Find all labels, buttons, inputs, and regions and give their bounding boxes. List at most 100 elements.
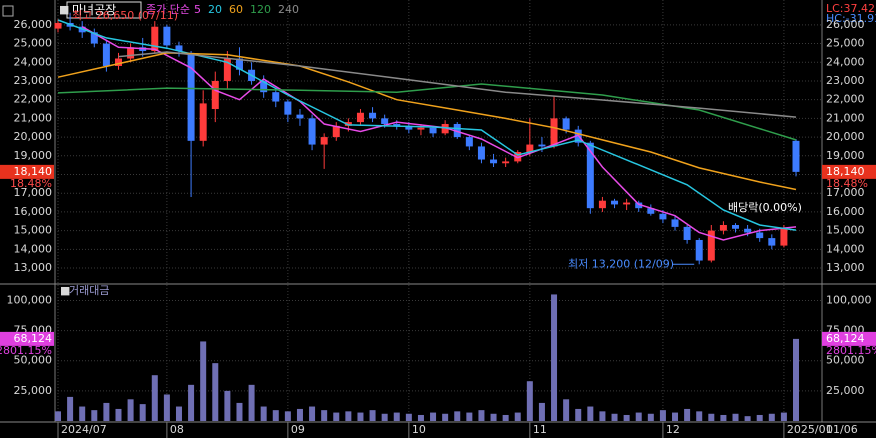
y-tick-label-left: 19,000 [14, 149, 53, 162]
y-tick-label-right: 19,000 [826, 149, 865, 162]
candle-body [308, 118, 316, 145]
title-box [66, 1, 142, 19]
current-value-label: 18,140 [826, 165, 865, 178]
y-tick-label-right: 21,000 [826, 111, 865, 124]
candle-body [502, 161, 510, 164]
y-tick-label-right: 14,000 [826, 242, 865, 255]
candle-body [659, 213, 667, 220]
y-tick-label-right: 26,000 [826, 18, 865, 31]
y-tick-label-left: 13,000 [14, 261, 53, 274]
y-tick-label-left: 26,000 [14, 18, 53, 31]
candle-body [526, 144, 534, 153]
candle-body [90, 32, 98, 44]
volume-bar [369, 410, 376, 421]
menu-icon[interactable] [2, 5, 14, 17]
y-tick-label-right: 16,000 [826, 205, 865, 218]
current-value-label: 68,124 [826, 332, 865, 345]
x-tick-label: 12 [666, 423, 680, 436]
candle-body [332, 125, 340, 138]
volume-bar [551, 294, 558, 421]
legend-entry: 5 [194, 3, 201, 16]
volume-bar [502, 414, 509, 421]
y-tick-label-left: 20,000 [14, 130, 53, 143]
y-tick-label-left: 25,000 [14, 384, 53, 397]
change-label: 18.48% [10, 177, 52, 190]
volume-bar [393, 412, 400, 421]
candle-body [429, 127, 437, 134]
volume-bar [91, 410, 98, 421]
current-value-box [0, 164, 54, 179]
volume-bar [430, 412, 437, 421]
candle-body [671, 219, 679, 227]
x-tick-label: 09 [291, 423, 305, 436]
volume-bar [248, 384, 255, 421]
candle-body [163, 26, 171, 46]
candle-body [647, 208, 655, 214]
candle-body [744, 228, 752, 233]
volume-bar [793, 338, 799, 421]
volume-bar [684, 408, 691, 421]
indicator-hc: HC:-31.93 [826, 12, 876, 25]
volume-title: 거래대금 [69, 284, 109, 297]
volume-bar [212, 363, 219, 421]
candle-body [695, 239, 703, 261]
legend-entry: 20 [208, 3, 222, 16]
low-note: 최저 13,200 (12/09) [568, 257, 674, 270]
volume-bar [672, 412, 679, 421]
candle-body [453, 123, 461, 138]
legend-entry: 240 [278, 3, 299, 16]
volume-bar [381, 413, 388, 421]
x-tick-label: 11 [533, 423, 547, 436]
current-value-box [822, 331, 876, 346]
volume-bar [345, 411, 352, 421]
y-tick-label-right: 20,000 [826, 130, 865, 143]
candle-body [356, 112, 364, 123]
candle-body [223, 58, 231, 81]
volume-bar [623, 414, 630, 421]
candle-body [611, 200, 619, 205]
candle-body [54, 22, 62, 29]
candle-body [780, 228, 788, 246]
volume-bar [321, 410, 328, 421]
candle-body [211, 80, 219, 110]
volume-bar [768, 413, 775, 421]
candle-body [550, 118, 558, 147]
candle-body [127, 47, 135, 59]
candle-body [405, 125, 413, 130]
volume-bar [575, 408, 582, 421]
y-tick-label-right: 25,000 [826, 384, 865, 397]
candle-body [417, 127, 425, 130]
volume-bar [163, 394, 170, 421]
high-note: 최고 26,650 (07/11) [72, 9, 178, 22]
volume-bar [466, 412, 473, 421]
candle-body [598, 200, 606, 209]
candle-body [114, 58, 122, 66]
event-note: 배당락(0.00%) [728, 201, 802, 214]
volume-bar [139, 404, 146, 421]
change-label: 18.48% [826, 177, 868, 190]
volume-bar [309, 406, 316, 421]
volume-bar [272, 410, 279, 421]
candle-body [260, 80, 268, 93]
change-label: 2801.15% [0, 344, 52, 357]
y-tick-label-left: 50,000 [14, 354, 53, 367]
volume-bar [635, 412, 642, 421]
candle-body [199, 103, 207, 141]
legend-entry: 60 [229, 3, 243, 16]
y-tick-label-right: 100,000 [826, 293, 872, 306]
volume-bar [454, 411, 461, 421]
volume-bar [732, 413, 739, 421]
y-tick-label-right: 15,000 [826, 224, 865, 237]
volume-marker: ■ [60, 284, 70, 297]
candle-body [586, 142, 594, 209]
current-value-label: 68,124 [14, 332, 53, 345]
volume-bar [538, 402, 545, 421]
y-tick-label-left: 25,000 [14, 37, 53, 50]
current-value-label: 18,140 [14, 165, 53, 178]
volume-bar [514, 412, 521, 421]
candle-body [272, 92, 280, 102]
candle-body [562, 118, 570, 130]
legend-entry: 120 [250, 3, 271, 16]
title-marker: ■ [59, 3, 69, 16]
candle-body [393, 123, 401, 126]
